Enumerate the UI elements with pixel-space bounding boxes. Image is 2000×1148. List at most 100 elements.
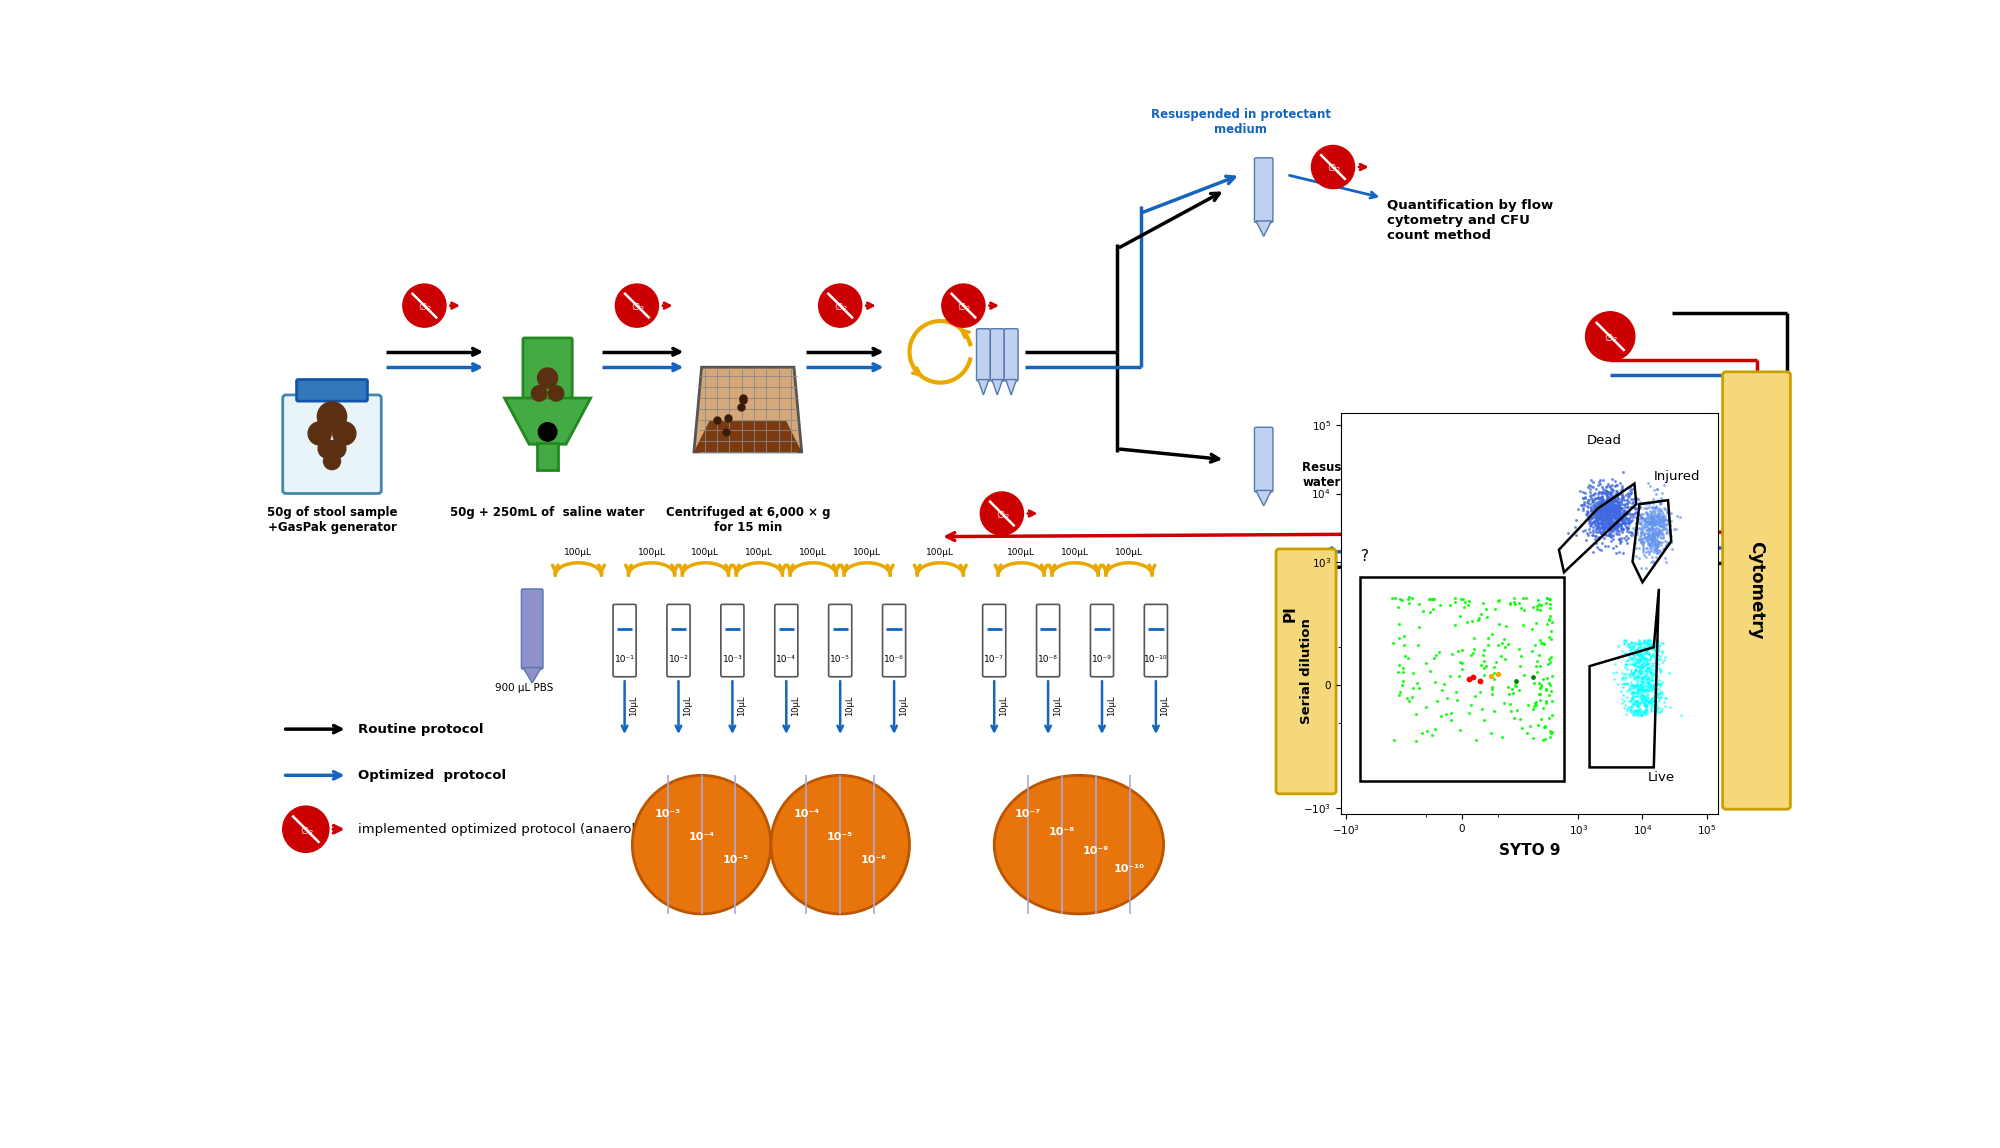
FancyBboxPatch shape [1722,372,1790,809]
Text: 10μL: 10μL [844,696,854,716]
Text: 50g + 250mL of  saline water: 50g + 250mL of saline water [450,506,644,519]
FancyBboxPatch shape [522,589,542,669]
Text: $\emptyset_2$: $\emptyset_2$ [300,824,314,838]
Text: 100μL: 100μL [854,548,882,557]
Text: 10μL: 10μL [898,696,908,716]
Polygon shape [694,421,802,452]
FancyBboxPatch shape [976,328,990,381]
Text: Optimized  protocol: Optimized protocol [358,769,506,782]
Text: $\emptyset_2$: $\emptyset_2$ [630,301,644,315]
FancyBboxPatch shape [1254,427,1272,492]
Text: Serial dilution: Serial dilution [1300,619,1312,724]
Circle shape [324,452,340,470]
FancyBboxPatch shape [282,395,382,494]
FancyBboxPatch shape [296,380,368,401]
FancyBboxPatch shape [828,604,852,677]
Text: 10μL: 10μL [1052,696,1062,716]
Text: 10⁻⁵: 10⁻⁵ [722,855,748,866]
FancyBboxPatch shape [774,604,798,677]
Text: 10μL: 10μL [684,696,692,716]
Text: 100μL: 100μL [800,548,828,557]
Text: 10⁻⁶: 10⁻⁶ [862,855,888,866]
Text: 10⁻⁴: 10⁻⁴ [794,809,820,819]
Circle shape [538,369,558,388]
Circle shape [308,421,332,445]
Text: 100μL: 100μL [638,548,666,557]
Text: 100μL: 100μL [1008,548,1036,557]
Circle shape [328,440,346,458]
Circle shape [548,386,564,401]
Text: 10⁻⁹: 10⁻⁹ [1092,656,1112,665]
Text: 10⁻¹⁰: 10⁻¹⁰ [1144,656,1168,665]
Circle shape [1586,312,1634,362]
FancyBboxPatch shape [990,328,1004,381]
Circle shape [532,386,546,401]
Circle shape [282,806,328,852]
FancyBboxPatch shape [982,604,1006,677]
Ellipse shape [632,775,770,914]
Circle shape [1312,146,1354,188]
FancyBboxPatch shape [536,443,558,471]
Circle shape [942,284,984,327]
Text: 10⁻³: 10⁻³ [722,656,742,665]
Polygon shape [978,380,988,395]
Text: 900 μL PBS: 900 μL PBS [496,683,554,693]
FancyBboxPatch shape [1036,604,1060,677]
Text: 10⁻¹: 10⁻¹ [614,656,634,665]
Text: Centrifuged at 6,000 × g
for 15 min: Centrifuged at 6,000 × g for 15 min [666,506,830,534]
Text: 100μL: 100μL [746,548,774,557]
Text: 50g of stool sample
+GasPak generator: 50g of stool sample +GasPak generator [266,506,398,534]
Polygon shape [992,380,1002,395]
Polygon shape [522,667,542,683]
Text: Routine protocol: Routine protocol [358,722,484,736]
Text: 100μL: 100μL [1062,548,1090,557]
Text: 10⁻⁸: 10⁻⁸ [1038,656,1058,665]
Text: $\emptyset_2$: $\emptyset_2$ [834,301,848,315]
Text: 10μL: 10μL [1160,696,1170,716]
Text: Resuspended in saline
water: Resuspended in saline water [1302,461,1452,489]
Text: $\emptyset_2$: $\emptyset_2$ [418,301,432,315]
Text: 100μL: 100μL [692,548,720,557]
Text: 10⁻⁵: 10⁻⁵ [830,656,850,665]
Text: 10μL: 10μL [738,696,746,716]
FancyBboxPatch shape [1090,604,1114,677]
Text: $\emptyset_2$: $\emptyset_2$ [958,301,972,315]
Text: 100μL: 100μL [926,548,954,557]
Text: 10⁻⁷: 10⁻⁷ [984,656,1004,665]
Text: 10⁻⁹: 10⁻⁹ [1082,846,1108,855]
Text: 10⁻⁶: 10⁻⁶ [884,656,904,665]
Polygon shape [504,398,590,444]
Text: Cytometry: Cytometry [1748,541,1766,639]
Polygon shape [1006,380,1016,395]
FancyBboxPatch shape [1004,328,1018,381]
Circle shape [616,284,658,327]
Text: 10⁻⁷: 10⁻⁷ [1016,809,1042,819]
Circle shape [538,422,556,441]
Text: 100μL: 100μL [564,548,592,557]
Polygon shape [694,367,802,452]
FancyBboxPatch shape [614,604,636,677]
Text: 10μL: 10μL [630,696,638,716]
FancyBboxPatch shape [720,604,744,677]
FancyBboxPatch shape [522,338,572,400]
Polygon shape [1256,220,1272,236]
Text: 10⁻⁵: 10⁻⁵ [828,832,854,841]
FancyBboxPatch shape [1254,157,1272,223]
Circle shape [318,402,346,432]
Text: 10μL: 10μL [1106,696,1116,716]
Text: 10⁻³: 10⁻³ [654,809,680,819]
Circle shape [318,440,336,458]
Text: $\emptyset_2$: $\emptyset_2$ [996,509,1010,522]
Circle shape [402,284,446,327]
Circle shape [818,284,862,327]
Ellipse shape [770,775,910,914]
Text: $\emptyset_2$: $\emptyset_2$ [1604,331,1618,344]
Text: 10μL: 10μL [998,696,1008,716]
Text: 10⁻⁸: 10⁻⁸ [1048,828,1076,837]
Text: 10μL: 10μL [790,696,800,716]
Text: Quantification by flow
cytometry and CFU
count method: Quantification by flow cytometry and CFU… [1386,200,1554,242]
Text: Resuspended in protectant
medium: Resuspended in protectant medium [1150,108,1330,137]
FancyBboxPatch shape [1276,549,1336,793]
Text: $\emptyset_2$: $\emptyset_2$ [1326,162,1340,176]
Polygon shape [1256,490,1272,506]
